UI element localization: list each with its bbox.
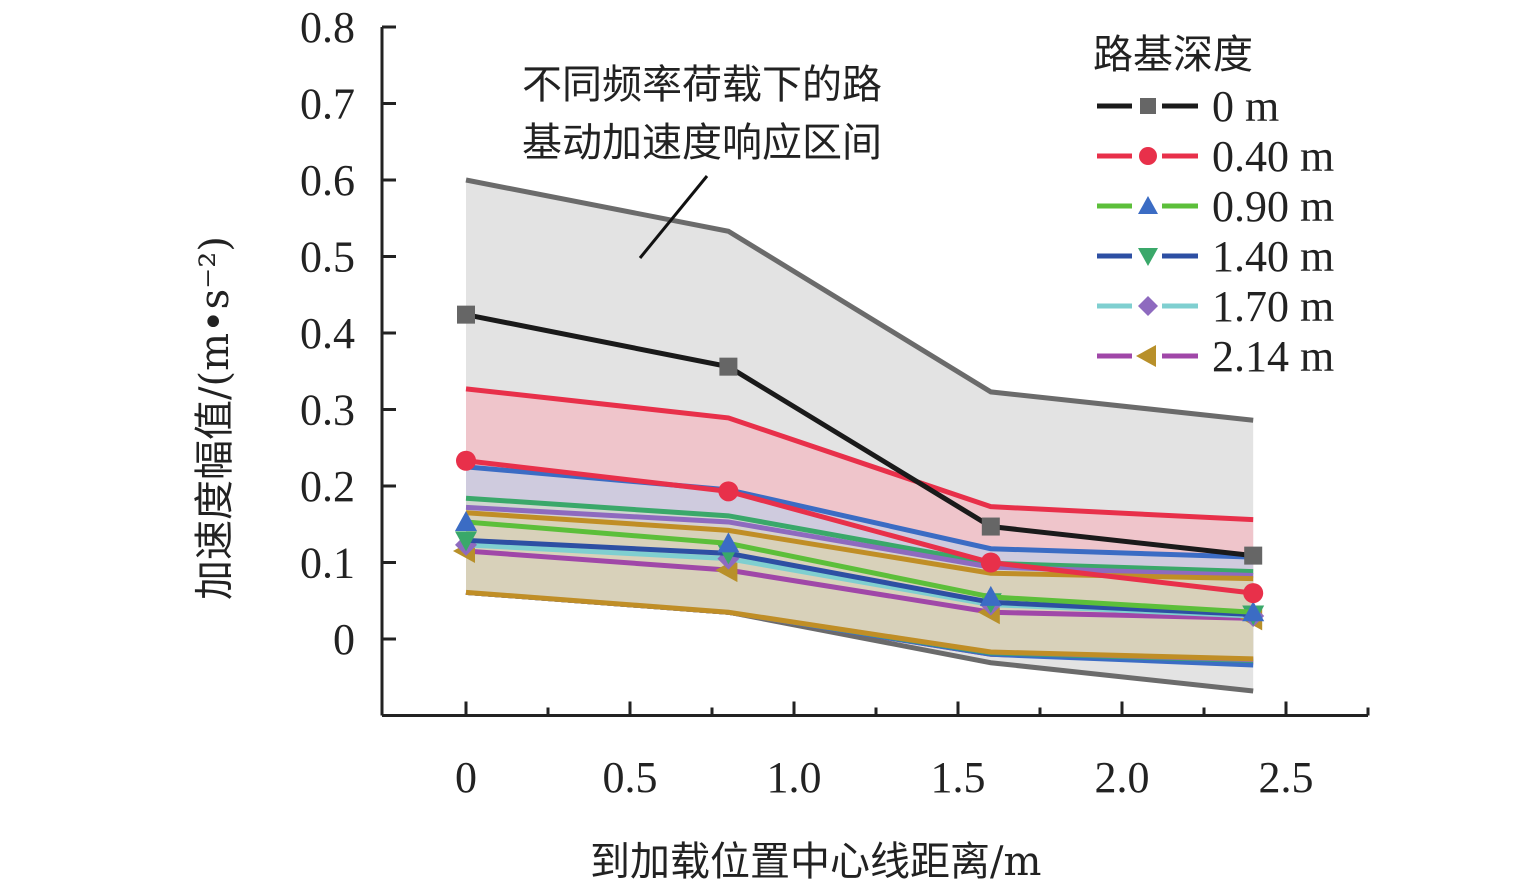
marker-circle bbox=[1243, 583, 1264, 604]
legend-label: 0 m bbox=[1212, 82, 1279, 131]
x-axis-title: 到加载位置中心线距离/m bbox=[590, 839, 1041, 885]
marker-square bbox=[1244, 546, 1263, 565]
y-tick-label: 0.4 bbox=[300, 309, 355, 358]
x-tick-label: 0.5 bbox=[603, 753, 658, 802]
marker-circle bbox=[456, 450, 476, 471]
legend-label: 1.40 m bbox=[1212, 232, 1334, 281]
band-upper-edge bbox=[465, 386, 1254, 523]
y-tick-label: 0.2 bbox=[300, 462, 355, 511]
legend-title: 路基深度 bbox=[1093, 32, 1253, 78]
marker-triangle-up bbox=[717, 532, 740, 553]
series-line-140m bbox=[465, 537, 1254, 618]
marker-triangle-left bbox=[1136, 345, 1156, 367]
marker-triangle-down bbox=[455, 531, 477, 552]
band-lower-edge bbox=[465, 589, 1254, 662]
y-tick-label: 0.1 bbox=[300, 539, 355, 588]
y-axis-title: 加速度幅值/(m•s⁻²) bbox=[192, 236, 238, 600]
legend-label: 1.70 m bbox=[1212, 282, 1334, 331]
annotation-line-2: 基动加速度响应区间 bbox=[522, 120, 882, 166]
marker-triangle-up bbox=[1242, 601, 1265, 622]
x-tick-label: 1.5 bbox=[931, 753, 986, 802]
x-tick-label: 2.0 bbox=[1095, 753, 1150, 802]
series-lines bbox=[453, 305, 1265, 631]
marker-square bbox=[981, 517, 1000, 536]
marker-circle bbox=[718, 481, 739, 502]
marker-circle bbox=[1139, 147, 1157, 165]
marker-circle bbox=[980, 552, 1001, 573]
x-tick-label: 1.0 bbox=[767, 753, 822, 802]
y-tick-label: 0.8 bbox=[300, 3, 355, 52]
legend: 路基深度 0 m0.40 m0.90 m1.40 m1.70 m2.14 m bbox=[1093, 32, 1334, 381]
y-tick-label: 0.5 bbox=[300, 233, 355, 282]
y-tick-label: 0.7 bbox=[300, 80, 355, 129]
series-line-0m bbox=[465, 312, 1254, 559]
annotation-line-1: 不同频率荷载下的路 bbox=[522, 62, 882, 108]
axes: 0 0.1 0.2 0.3 0.4 0.5 0.6 0.7 0.8 0 0.5 1.0 1.5 2.0 2.… bbox=[300, 3, 1370, 802]
band-upper-edge bbox=[465, 504, 1254, 579]
marker-triangle-up bbox=[979, 585, 1002, 606]
legend-label: 0.90 m bbox=[1212, 182, 1334, 231]
marker-triangle-up bbox=[455, 510, 477, 531]
annotation: 不同频率荷载下的路 基动加速度响应区间 bbox=[522, 62, 882, 259]
y-tick-label: 0.3 bbox=[300, 386, 355, 435]
marker-square bbox=[457, 305, 475, 324]
marker-diamond bbox=[1138, 296, 1158, 316]
y-tick-label: 0.6 bbox=[300, 156, 355, 205]
y-tick-label: 0 bbox=[333, 615, 355, 664]
marker-square bbox=[1140, 98, 1156, 114]
band-upper-edge bbox=[465, 495, 1254, 575]
legend-label: 2.14 m bbox=[1212, 332, 1334, 381]
marker-triangle-down bbox=[1138, 248, 1158, 266]
series-line-214m bbox=[465, 548, 1254, 621]
series-line-090m bbox=[465, 519, 1254, 615]
band-upper-edge bbox=[465, 177, 1254, 423]
marker-triangle-up bbox=[1138, 196, 1158, 214]
legend-label: 0.40 m bbox=[1212, 132, 1334, 181]
marker-square bbox=[719, 357, 738, 376]
x-tick-label: 2.5 bbox=[1259, 753, 1314, 802]
x-tick-label: 0 bbox=[455, 753, 477, 802]
annotation-leader bbox=[638, 175, 709, 259]
series-line-040m bbox=[465, 458, 1254, 596]
